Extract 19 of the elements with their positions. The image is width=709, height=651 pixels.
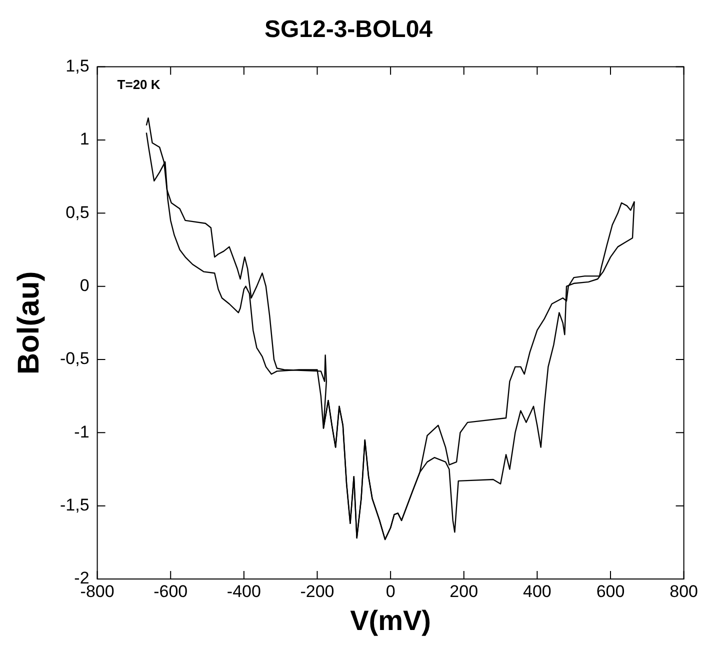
x-axis-title: V(mV) <box>350 604 432 636</box>
y-tick-label: -0,5 <box>60 349 90 368</box>
y-tick-label: 1 <box>80 130 90 149</box>
chart-title: SG12-3-BOL04 <box>264 16 434 44</box>
x-tick-label: 200 <box>450 582 478 601</box>
y-tick-label: -1,5 <box>60 496 90 515</box>
x-tick-label: 0 <box>386 582 396 601</box>
x-tick-label: 800 <box>670 582 698 601</box>
y-tick-label: -1 <box>74 422 90 442</box>
x-tick-label: 400 <box>523 582 552 601</box>
x-tick-label: -400 <box>226 582 261 601</box>
y-axis-title: Bol(au) <box>12 271 46 375</box>
y-tick-label: 0 <box>80 276 90 295</box>
y-tick-label: 1,5 <box>66 56 90 76</box>
annotation: T=20 K <box>117 76 161 92</box>
x-tick-label: 600 <box>596 582 625 601</box>
x-tick-label: -200 <box>300 582 334 601</box>
x-tick-label: -600 <box>154 582 188 601</box>
y-tick-label: 0,5 <box>66 202 90 222</box>
